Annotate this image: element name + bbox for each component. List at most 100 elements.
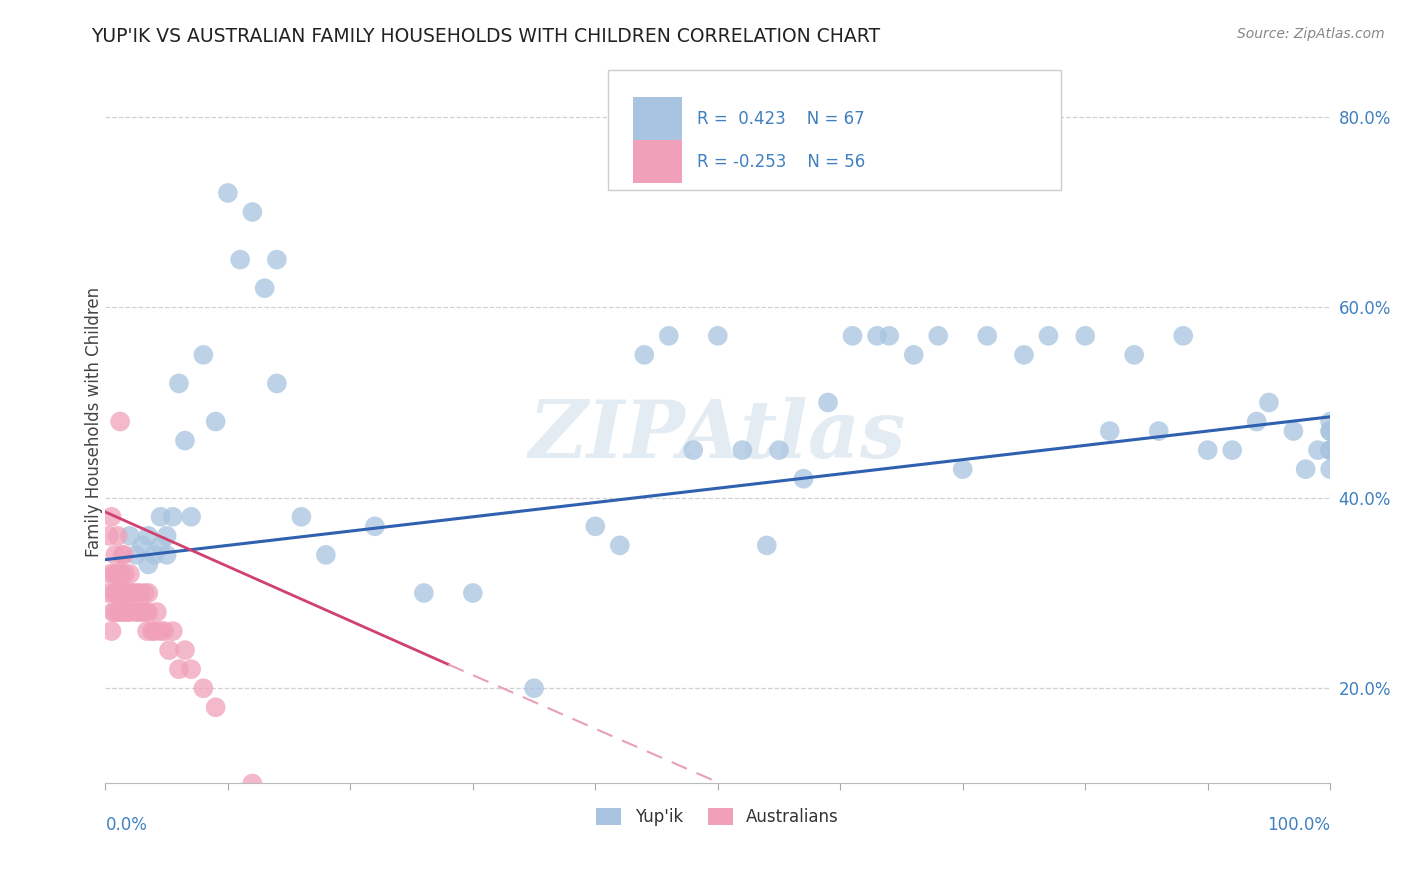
Point bbox=[162, 509, 184, 524]
Point bbox=[111, 548, 134, 562]
Point bbox=[118, 586, 141, 600]
Point bbox=[174, 643, 197, 657]
Point bbox=[1319, 443, 1341, 458]
Point bbox=[461, 586, 484, 600]
Y-axis label: Family Households with Children: Family Households with Children bbox=[86, 286, 103, 557]
Point bbox=[952, 462, 974, 476]
Point bbox=[1319, 462, 1341, 476]
Text: 0.0%: 0.0% bbox=[105, 816, 148, 834]
Point bbox=[523, 681, 546, 696]
Point bbox=[105, 586, 128, 600]
Point bbox=[107, 529, 129, 543]
Point bbox=[125, 586, 148, 600]
Point bbox=[1319, 424, 1341, 438]
Point bbox=[1258, 395, 1281, 409]
Point bbox=[98, 529, 121, 543]
Point bbox=[104, 605, 127, 619]
Point bbox=[290, 509, 312, 524]
Point bbox=[682, 443, 704, 458]
Point bbox=[143, 548, 166, 562]
Point bbox=[136, 558, 159, 572]
Point bbox=[364, 519, 387, 533]
Point bbox=[156, 529, 179, 543]
Point bbox=[1246, 415, 1268, 429]
Point bbox=[105, 566, 128, 581]
Point bbox=[141, 624, 163, 639]
Point bbox=[100, 509, 122, 524]
Point bbox=[127, 605, 149, 619]
Point bbox=[609, 538, 631, 552]
Point bbox=[817, 395, 839, 409]
Point bbox=[229, 252, 252, 267]
Point bbox=[121, 586, 143, 600]
Point bbox=[633, 348, 655, 362]
Point bbox=[1173, 328, 1195, 343]
Point bbox=[242, 776, 264, 790]
Point bbox=[1123, 348, 1146, 362]
Point bbox=[108, 605, 131, 619]
Point bbox=[108, 566, 131, 581]
Point bbox=[658, 328, 681, 343]
Text: YUP'IK VS AUSTRALIAN FAMILY HOUSEHOLDS WITH CHILDREN CORRELATION CHART: YUP'IK VS AUSTRALIAN FAMILY HOUSEHOLDS W… bbox=[91, 27, 880, 45]
Point bbox=[927, 328, 949, 343]
Point bbox=[768, 443, 790, 458]
Text: ZIPAtlas: ZIPAtlas bbox=[529, 397, 907, 475]
Point bbox=[149, 538, 172, 552]
Point bbox=[97, 586, 120, 600]
Point bbox=[135, 605, 157, 619]
Point bbox=[104, 548, 127, 562]
Point bbox=[877, 328, 900, 343]
Point bbox=[167, 376, 190, 391]
Point bbox=[167, 662, 190, 676]
Point bbox=[136, 586, 159, 600]
Point bbox=[193, 348, 215, 362]
Text: 100.0%: 100.0% bbox=[1267, 816, 1330, 834]
Text: Source: ZipAtlas.com: Source: ZipAtlas.com bbox=[1237, 27, 1385, 41]
Point bbox=[121, 586, 143, 600]
Point bbox=[128, 586, 150, 600]
Text: R = -0.253    N = 56: R = -0.253 N = 56 bbox=[697, 153, 865, 170]
Point bbox=[866, 328, 889, 343]
Point bbox=[143, 624, 166, 639]
Point bbox=[755, 538, 778, 552]
Point bbox=[193, 681, 215, 696]
Point bbox=[117, 605, 139, 619]
Point bbox=[136, 529, 159, 543]
Point bbox=[1319, 415, 1341, 429]
Point bbox=[153, 624, 176, 639]
Point bbox=[131, 538, 153, 552]
Point bbox=[180, 662, 202, 676]
Point bbox=[1319, 443, 1341, 458]
Point bbox=[707, 328, 730, 343]
Text: R =  0.423    N = 67: R = 0.423 N = 67 bbox=[697, 110, 865, 128]
Point bbox=[157, 643, 180, 657]
Point bbox=[98, 566, 121, 581]
Point bbox=[103, 566, 125, 581]
Point bbox=[1282, 424, 1305, 438]
Point bbox=[101, 605, 124, 619]
Point bbox=[1098, 424, 1121, 438]
Point bbox=[125, 605, 148, 619]
Point bbox=[118, 605, 141, 619]
Point bbox=[1319, 424, 1341, 438]
Point bbox=[108, 415, 131, 429]
Point bbox=[242, 205, 264, 219]
Point bbox=[118, 566, 141, 581]
Point bbox=[1220, 443, 1243, 458]
Point bbox=[112, 548, 135, 562]
Point bbox=[111, 586, 134, 600]
FancyBboxPatch shape bbox=[633, 97, 682, 141]
Point bbox=[841, 328, 863, 343]
Point bbox=[115, 586, 138, 600]
Point bbox=[1295, 462, 1317, 476]
Point bbox=[174, 434, 197, 448]
Point bbox=[1147, 424, 1170, 438]
Point bbox=[110, 605, 132, 619]
FancyBboxPatch shape bbox=[607, 70, 1060, 190]
Point bbox=[149, 509, 172, 524]
Point bbox=[118, 529, 141, 543]
Point bbox=[125, 548, 148, 562]
Point bbox=[1038, 328, 1060, 343]
Point bbox=[1319, 443, 1341, 458]
Point bbox=[266, 252, 288, 267]
